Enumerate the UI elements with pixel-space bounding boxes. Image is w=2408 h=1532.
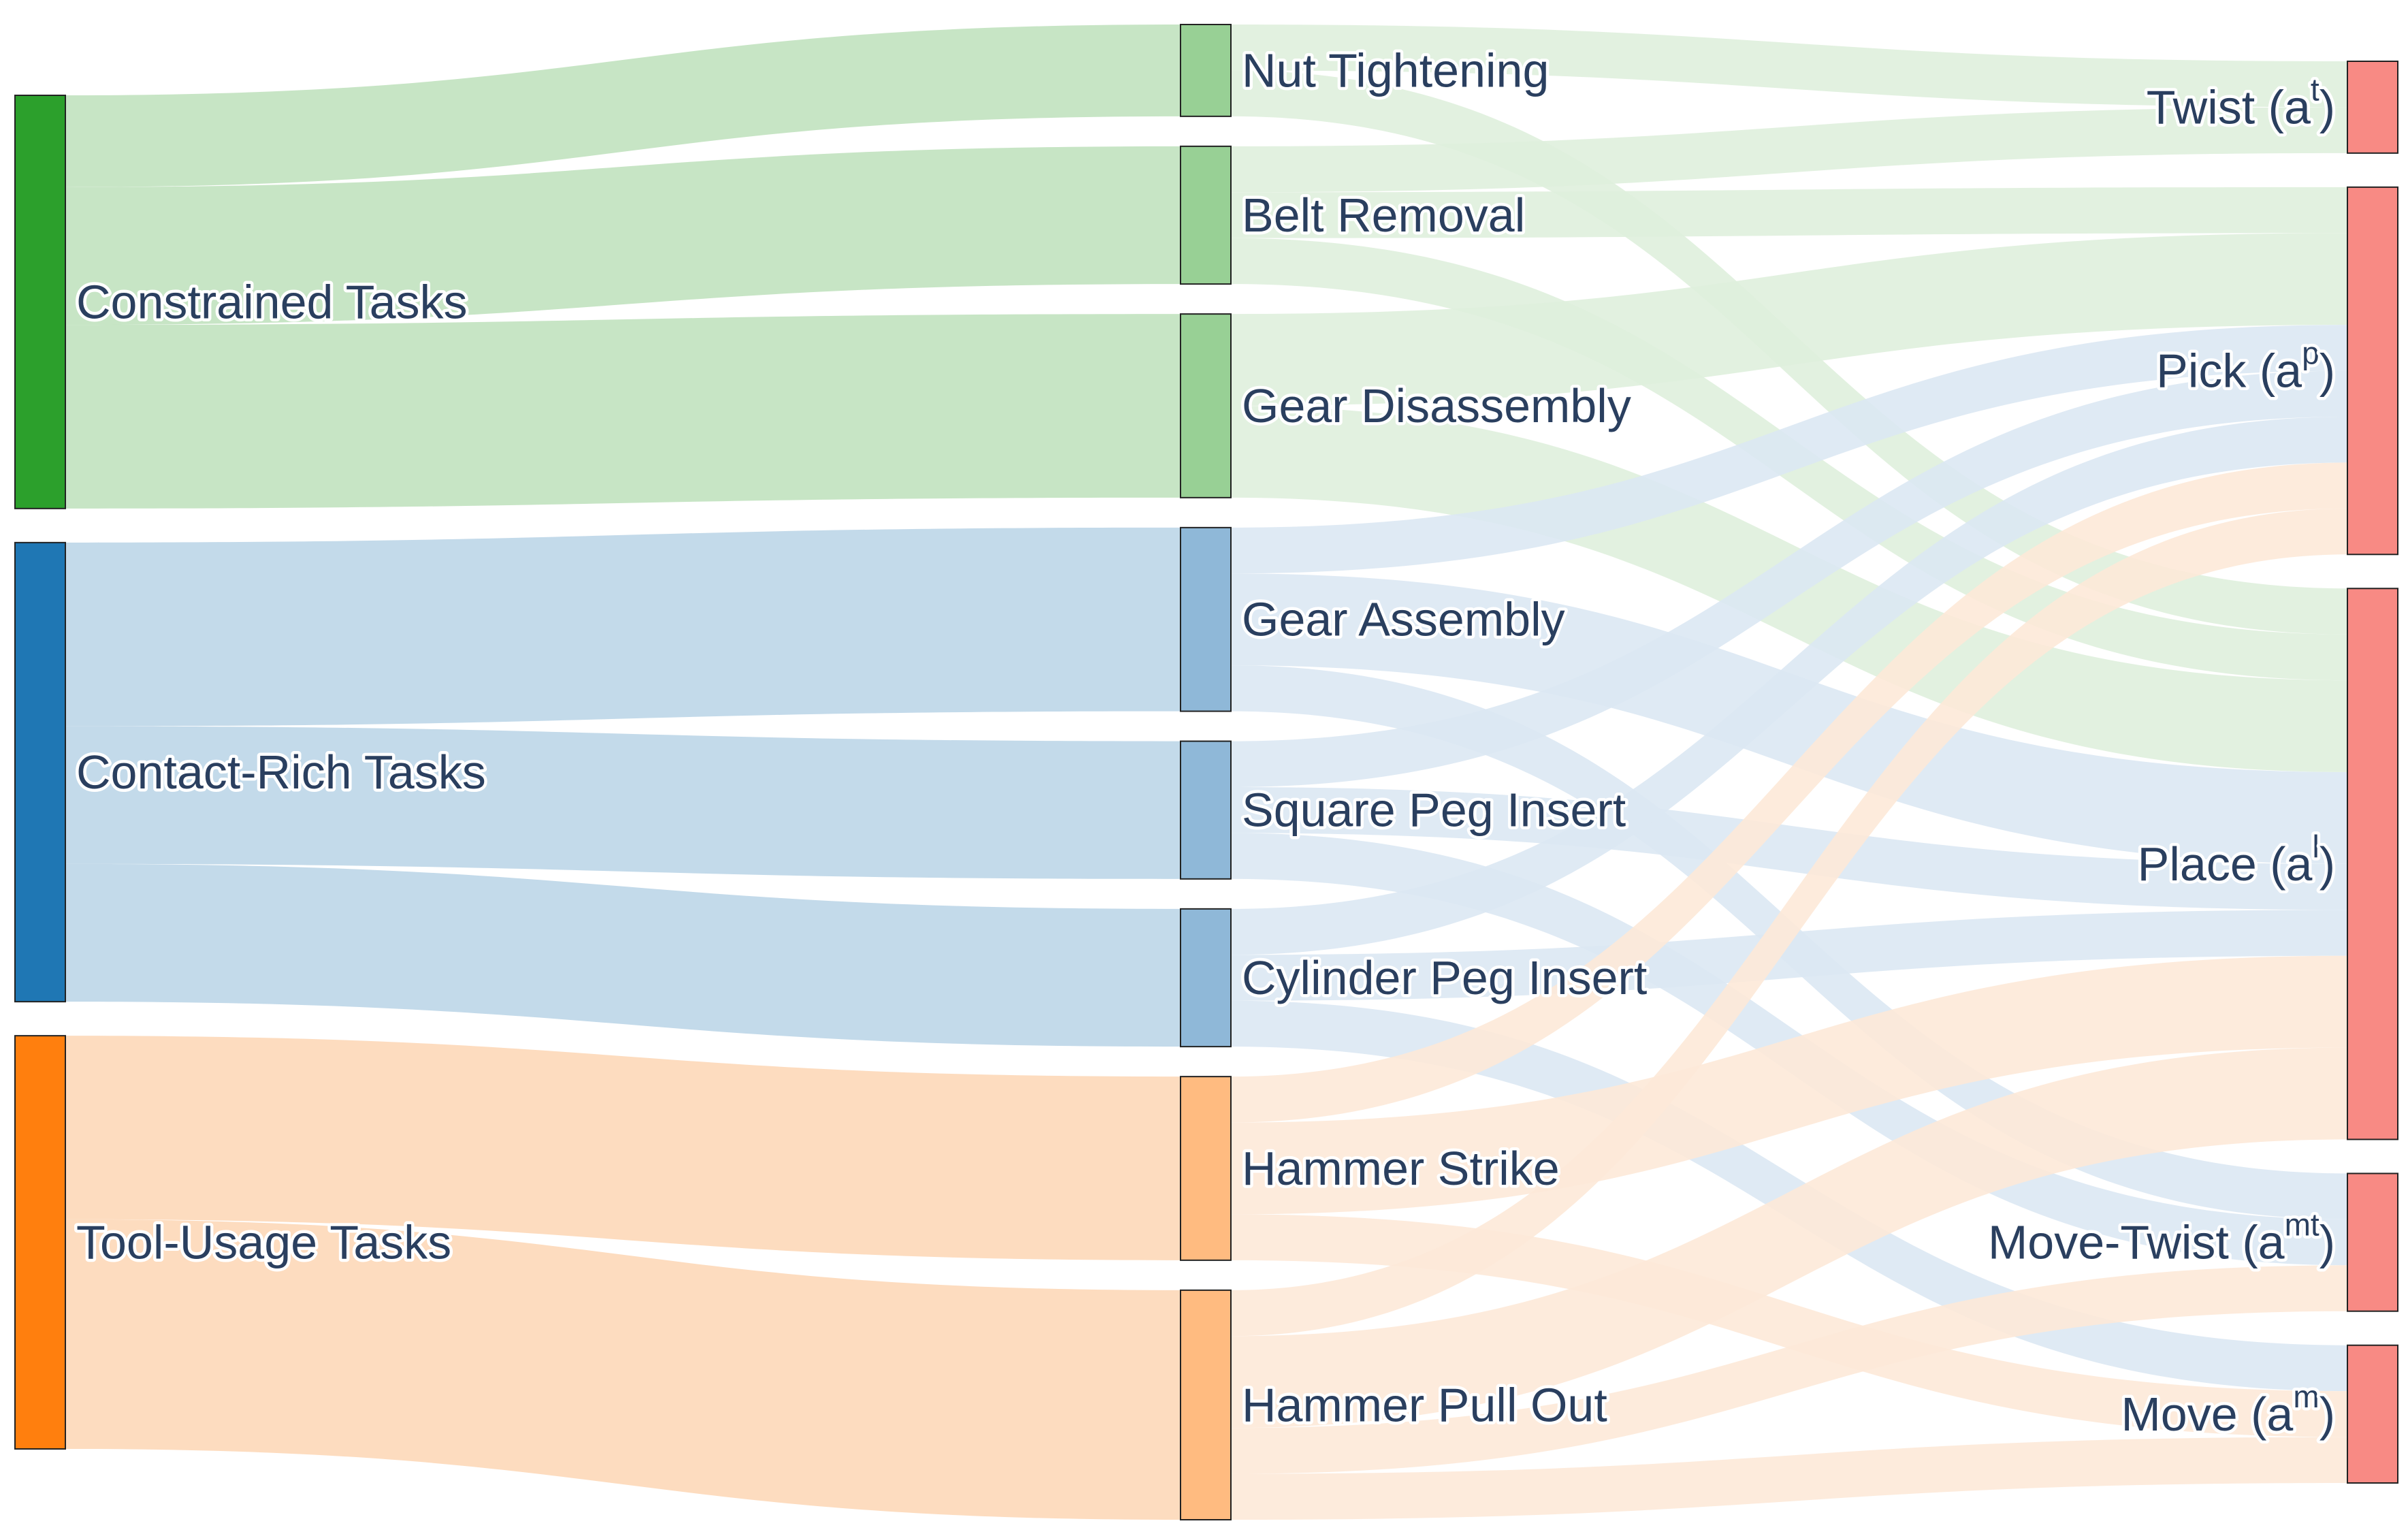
node-label-movetwist: Move-Twist (amt) bbox=[1988, 1207, 2335, 1269]
node-geardis bbox=[1180, 313, 1232, 498]
link-belt-to-twist bbox=[1231, 107, 2347, 193]
node-label-pick: Pick (ap) bbox=[2156, 336, 2335, 398]
link-hpull-to-move bbox=[1231, 1437, 2347, 1520]
node-label-nut: Nut Tightening bbox=[1242, 44, 1549, 97]
node-label-hpull: Hammer Pull Out bbox=[1242, 1378, 1607, 1431]
link-cylinder-to-pick bbox=[1231, 417, 2347, 955]
link-gearasm-to-pick bbox=[1231, 325, 2347, 574]
link-geardis-to-pick bbox=[1231, 233, 2347, 406]
node-movetwist bbox=[2347, 1172, 2398, 1312]
links-layer bbox=[65, 25, 2347, 1520]
node-constrained bbox=[14, 95, 66, 509]
link-tool-to-hpull bbox=[65, 1219, 1181, 1520]
link-square-to-pick bbox=[1231, 370, 2347, 787]
link-contact-to-gearasm bbox=[65, 527, 1181, 727]
node-label-contact: Contact-Rich Tasks bbox=[76, 746, 486, 799]
node-label-move: Move (am) bbox=[2121, 1379, 2335, 1441]
node-label-geardis: Gear Disassembly bbox=[1242, 379, 1631, 432]
node-label-constrained: Constrained Tasks bbox=[76, 275, 468, 328]
node-hstrike bbox=[1180, 1076, 1232, 1261]
node-cylinder bbox=[1180, 908, 1232, 1048]
node-pick bbox=[2347, 186, 2398, 556]
link-hpull-to-pick bbox=[1231, 508, 2347, 1337]
node-label-hstrike: Hammer Strike bbox=[1242, 1142, 1560, 1195]
node-tool bbox=[14, 1035, 66, 1450]
link-cylinder-to-place bbox=[1231, 910, 2347, 1001]
node-label-cylinder: Cylinder Peg Insert bbox=[1242, 951, 1647, 1004]
link-hpull-to-place bbox=[1231, 1047, 2347, 1429]
link-constrained-to-nut bbox=[65, 25, 1181, 187]
node-label-place: Place (al) bbox=[2138, 829, 2335, 891]
node-contact bbox=[14, 541, 66, 1003]
link-gearasm-to-place bbox=[1231, 573, 2347, 864]
link-hstrike-to-place bbox=[1231, 955, 2347, 1215]
link-contact-to-cylinder bbox=[65, 863, 1181, 1047]
node-square bbox=[1180, 740, 1232, 880]
labels-layer: Constrained Tasks Contact-Rich Tasks Tool-… bbox=[74, 41, 2339, 1443]
link-constrained-to-belt bbox=[65, 146, 1181, 325]
link-hpull-to-movetwist bbox=[1231, 1265, 2347, 1474]
link-constrained-to-geardis bbox=[65, 314, 1181, 509]
nodes-layer bbox=[14, 24, 2398, 1521]
node-hpull bbox=[1180, 1289, 1232, 1521]
node-place bbox=[2347, 588, 2398, 1140]
node-label-belt: Belt Removal bbox=[1242, 189, 1525, 242]
node-label-square: Square Peg Insert bbox=[1242, 784, 1626, 837]
link-tool-to-hstrike bbox=[65, 1036, 1181, 1260]
link-square-to-place bbox=[1231, 787, 2347, 910]
node-label-gearasm: Gear Assembly bbox=[1242, 593, 1565, 646]
node-label-twist: Twist (at) bbox=[2147, 71, 2335, 133]
link-contact-to-square bbox=[65, 726, 1181, 879]
link-hstrike-to-move bbox=[1231, 1214, 2347, 1437]
node-move bbox=[2347, 1344, 2398, 1484]
link-nut-to-twist bbox=[1231, 25, 2347, 108]
node-nut bbox=[1180, 24, 1232, 117]
node-gearasm bbox=[1180, 526, 1232, 712]
link-hstrike-to-pick bbox=[1231, 462, 2347, 1123]
node-label-tool: Tool-Usage Tasks bbox=[76, 1216, 451, 1269]
node-belt bbox=[1180, 145, 1232, 285]
node-twist bbox=[2347, 61, 2398, 154]
link-belt-to-pick bbox=[1231, 187, 2347, 238]
